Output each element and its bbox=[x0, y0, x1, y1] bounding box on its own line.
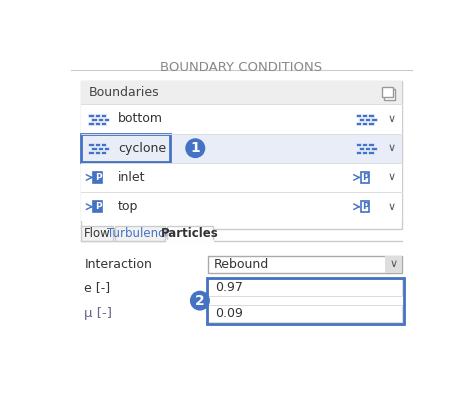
FancyBboxPatch shape bbox=[356, 114, 361, 117]
FancyBboxPatch shape bbox=[382, 87, 393, 97]
FancyBboxPatch shape bbox=[365, 118, 370, 121]
Text: Particles: Particles bbox=[161, 227, 219, 240]
FancyBboxPatch shape bbox=[356, 143, 361, 146]
FancyBboxPatch shape bbox=[371, 147, 377, 150]
Text: Boundaries: Boundaries bbox=[89, 86, 159, 99]
Text: bottom: bottom bbox=[118, 113, 163, 126]
FancyBboxPatch shape bbox=[368, 114, 374, 117]
FancyBboxPatch shape bbox=[359, 118, 364, 121]
FancyBboxPatch shape bbox=[368, 143, 374, 146]
Text: μ [-]: μ [-] bbox=[84, 307, 113, 320]
Text: Turbulence: Turbulence bbox=[107, 227, 172, 240]
Circle shape bbox=[191, 291, 209, 310]
Text: inlet: inlet bbox=[118, 171, 145, 184]
FancyBboxPatch shape bbox=[81, 163, 402, 192]
Text: ∨: ∨ bbox=[387, 143, 396, 153]
Text: 1: 1 bbox=[190, 141, 200, 155]
FancyBboxPatch shape bbox=[81, 192, 402, 221]
FancyBboxPatch shape bbox=[384, 89, 395, 100]
FancyBboxPatch shape bbox=[362, 143, 367, 146]
FancyBboxPatch shape bbox=[362, 114, 367, 117]
Text: Interaction: Interaction bbox=[84, 258, 152, 271]
FancyBboxPatch shape bbox=[365, 147, 370, 150]
Circle shape bbox=[186, 139, 204, 158]
FancyBboxPatch shape bbox=[209, 279, 402, 296]
FancyBboxPatch shape bbox=[101, 122, 106, 125]
FancyBboxPatch shape bbox=[89, 122, 94, 125]
Text: ∨: ∨ bbox=[387, 202, 396, 212]
FancyBboxPatch shape bbox=[361, 172, 369, 183]
FancyBboxPatch shape bbox=[385, 256, 402, 273]
FancyBboxPatch shape bbox=[81, 226, 113, 241]
Text: 0.97: 0.97 bbox=[215, 281, 243, 294]
FancyBboxPatch shape bbox=[95, 151, 100, 154]
FancyBboxPatch shape bbox=[93, 172, 102, 183]
FancyBboxPatch shape bbox=[368, 151, 374, 154]
FancyBboxPatch shape bbox=[97, 147, 103, 150]
FancyBboxPatch shape bbox=[89, 114, 94, 117]
FancyBboxPatch shape bbox=[104, 147, 109, 150]
FancyBboxPatch shape bbox=[91, 118, 97, 121]
Text: ∨: ∨ bbox=[390, 260, 398, 270]
FancyBboxPatch shape bbox=[104, 118, 109, 121]
FancyBboxPatch shape bbox=[95, 143, 100, 146]
FancyBboxPatch shape bbox=[81, 134, 402, 163]
FancyBboxPatch shape bbox=[89, 143, 94, 146]
FancyBboxPatch shape bbox=[93, 201, 102, 212]
Text: P: P bbox=[363, 202, 369, 211]
FancyBboxPatch shape bbox=[89, 151, 94, 154]
Text: P: P bbox=[363, 173, 369, 182]
Text: 0.09: 0.09 bbox=[215, 307, 243, 320]
FancyBboxPatch shape bbox=[97, 118, 103, 121]
FancyBboxPatch shape bbox=[81, 104, 402, 134]
FancyBboxPatch shape bbox=[114, 226, 165, 241]
Text: cyclone: cyclone bbox=[118, 142, 166, 155]
FancyBboxPatch shape bbox=[209, 305, 402, 322]
FancyBboxPatch shape bbox=[101, 151, 106, 154]
Text: Rebound: Rebound bbox=[214, 258, 269, 271]
FancyBboxPatch shape bbox=[356, 151, 361, 154]
FancyBboxPatch shape bbox=[95, 114, 100, 117]
Text: P: P bbox=[95, 173, 102, 182]
FancyBboxPatch shape bbox=[359, 147, 364, 150]
Text: top: top bbox=[118, 200, 138, 213]
FancyBboxPatch shape bbox=[81, 81, 402, 229]
FancyBboxPatch shape bbox=[81, 134, 171, 162]
Text: 2: 2 bbox=[195, 294, 205, 307]
FancyBboxPatch shape bbox=[101, 143, 106, 146]
Text: BOUNDARY CONDITIONS: BOUNDARY CONDITIONS bbox=[160, 61, 322, 74]
FancyBboxPatch shape bbox=[361, 201, 369, 212]
Text: P: P bbox=[95, 202, 102, 211]
Text: Flow: Flow bbox=[83, 227, 110, 240]
FancyBboxPatch shape bbox=[167, 226, 213, 241]
FancyBboxPatch shape bbox=[356, 122, 361, 125]
Text: e [-]: e [-] bbox=[84, 281, 111, 294]
FancyBboxPatch shape bbox=[95, 122, 100, 125]
FancyBboxPatch shape bbox=[81, 81, 402, 104]
Text: ∨: ∨ bbox=[387, 114, 396, 124]
FancyBboxPatch shape bbox=[101, 114, 106, 117]
FancyBboxPatch shape bbox=[362, 122, 367, 125]
FancyBboxPatch shape bbox=[362, 151, 367, 154]
FancyBboxPatch shape bbox=[368, 122, 374, 125]
FancyBboxPatch shape bbox=[91, 147, 97, 150]
FancyBboxPatch shape bbox=[371, 118, 377, 121]
Text: ∨: ∨ bbox=[387, 173, 396, 182]
FancyBboxPatch shape bbox=[209, 256, 402, 273]
